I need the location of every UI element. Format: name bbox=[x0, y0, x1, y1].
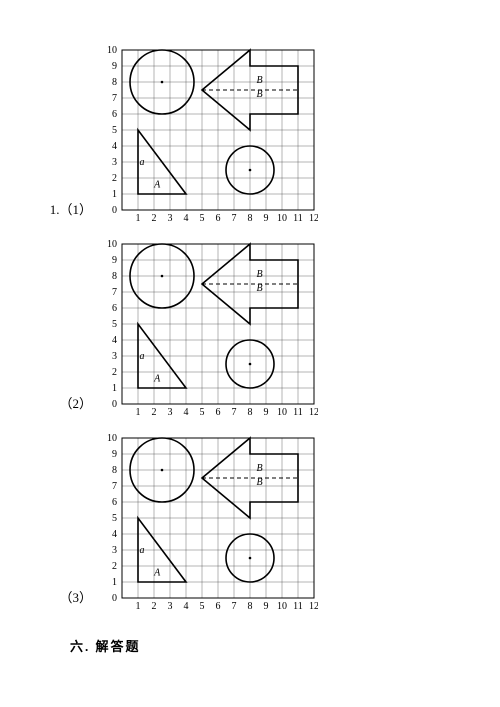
svg-text:6: 6 bbox=[216, 407, 221, 418]
svg-text:1: 1 bbox=[136, 213, 141, 224]
svg-text:4: 4 bbox=[112, 529, 117, 540]
svg-text:10: 10 bbox=[277, 407, 287, 418]
svg-text:9: 9 bbox=[264, 213, 269, 224]
svg-text:2: 2 bbox=[112, 367, 117, 378]
svg-text:6: 6 bbox=[112, 497, 117, 508]
svg-text:B: B bbox=[257, 89, 263, 100]
svg-text:4: 4 bbox=[184, 213, 189, 224]
svg-text:A: A bbox=[153, 568, 161, 579]
svg-text:10: 10 bbox=[277, 601, 287, 612]
svg-text:5: 5 bbox=[112, 319, 117, 330]
svg-text:6: 6 bbox=[216, 213, 221, 224]
svg-text:1: 1 bbox=[112, 577, 117, 588]
svg-text:11: 11 bbox=[293, 407, 303, 418]
svg-text:1: 1 bbox=[136, 407, 141, 418]
svg-text:11: 11 bbox=[293, 213, 303, 224]
svg-text:5: 5 bbox=[200, 213, 205, 224]
svg-text:8: 8 bbox=[112, 77, 117, 88]
svg-text:6: 6 bbox=[112, 303, 117, 314]
svg-text:7: 7 bbox=[232, 213, 237, 224]
figure-row-2: （2） 012345678910123456789101112AaBB bbox=[0, 240, 500, 418]
svg-text:3: 3 bbox=[112, 351, 117, 362]
svg-text:1: 1 bbox=[136, 601, 141, 612]
svg-text:1: 1 bbox=[112, 383, 117, 394]
svg-text:9: 9 bbox=[264, 601, 269, 612]
svg-text:7: 7 bbox=[232, 601, 237, 612]
svg-text:2: 2 bbox=[152, 601, 157, 612]
svg-text:6: 6 bbox=[112, 109, 117, 120]
item-label-2: （2） bbox=[0, 393, 102, 412]
svg-text:0: 0 bbox=[112, 593, 117, 604]
svg-text:3: 3 bbox=[168, 601, 173, 612]
svg-text:3: 3 bbox=[112, 157, 117, 168]
svg-text:a: a bbox=[140, 351, 145, 362]
page-root: 1.（1） 012345678910123456789101112AaBB （2… bbox=[0, 0, 500, 707]
svg-text:2: 2 bbox=[152, 213, 157, 224]
figure-row-3: （3） 012345678910123456789101112AaBB bbox=[0, 434, 500, 612]
svg-text:1: 1 bbox=[112, 189, 117, 200]
svg-text:A: A bbox=[153, 374, 161, 385]
svg-text:7: 7 bbox=[112, 287, 117, 298]
svg-text:11: 11 bbox=[293, 601, 303, 612]
svg-text:8: 8 bbox=[112, 271, 117, 282]
svg-text:7: 7 bbox=[112, 93, 117, 104]
svg-text:8: 8 bbox=[248, 213, 253, 224]
svg-text:B: B bbox=[257, 75, 263, 86]
svg-text:10: 10 bbox=[277, 213, 287, 224]
svg-text:10: 10 bbox=[107, 46, 117, 56]
svg-text:5: 5 bbox=[112, 513, 117, 524]
svg-text:7: 7 bbox=[112, 481, 117, 492]
grid-figure-3: 012345678910123456789101112AaBB bbox=[102, 434, 318, 612]
svg-text:9: 9 bbox=[264, 407, 269, 418]
figure-row-1: 1.（1） 012345678910123456789101112AaBB bbox=[0, 46, 500, 224]
svg-text:5: 5 bbox=[200, 407, 205, 418]
item-label-3: （3） bbox=[0, 587, 102, 606]
svg-text:12: 12 bbox=[309, 213, 318, 224]
svg-text:6: 6 bbox=[216, 601, 221, 612]
svg-text:2: 2 bbox=[152, 407, 157, 418]
svg-text:8: 8 bbox=[248, 407, 253, 418]
svg-text:B: B bbox=[257, 283, 263, 294]
svg-text:4: 4 bbox=[112, 335, 117, 346]
svg-text:9: 9 bbox=[112, 449, 117, 460]
svg-text:0: 0 bbox=[112, 399, 117, 410]
svg-text:10: 10 bbox=[107, 434, 117, 444]
svg-text:B: B bbox=[257, 477, 263, 488]
svg-text:12: 12 bbox=[309, 407, 318, 418]
svg-text:5: 5 bbox=[112, 125, 117, 136]
svg-text:12: 12 bbox=[309, 601, 318, 612]
svg-text:9: 9 bbox=[112, 61, 117, 72]
svg-text:A: A bbox=[153, 180, 161, 191]
item-label-1: 1.（1） bbox=[0, 199, 102, 218]
svg-text:a: a bbox=[140, 545, 145, 556]
svg-text:8: 8 bbox=[248, 601, 253, 612]
svg-text:B: B bbox=[257, 463, 263, 474]
svg-text:3: 3 bbox=[168, 213, 173, 224]
grid-figure-1: 012345678910123456789101112AaBB bbox=[102, 46, 318, 224]
svg-text:3: 3 bbox=[112, 545, 117, 556]
svg-text:2: 2 bbox=[112, 561, 117, 572]
grid-figure-2: 012345678910123456789101112AaBB bbox=[102, 240, 318, 418]
section-title: 六. 解答题 bbox=[70, 636, 500, 655]
svg-text:10: 10 bbox=[107, 240, 117, 250]
svg-text:7: 7 bbox=[232, 407, 237, 418]
svg-text:0: 0 bbox=[112, 205, 117, 216]
svg-text:3: 3 bbox=[168, 407, 173, 418]
svg-text:4: 4 bbox=[184, 601, 189, 612]
svg-text:4: 4 bbox=[112, 141, 117, 152]
svg-text:B: B bbox=[257, 269, 263, 280]
svg-text:4: 4 bbox=[184, 407, 189, 418]
svg-text:a: a bbox=[140, 157, 145, 168]
svg-text:8: 8 bbox=[112, 465, 117, 476]
svg-text:2: 2 bbox=[112, 173, 117, 184]
svg-text:9: 9 bbox=[112, 255, 117, 266]
svg-text:5: 5 bbox=[200, 601, 205, 612]
